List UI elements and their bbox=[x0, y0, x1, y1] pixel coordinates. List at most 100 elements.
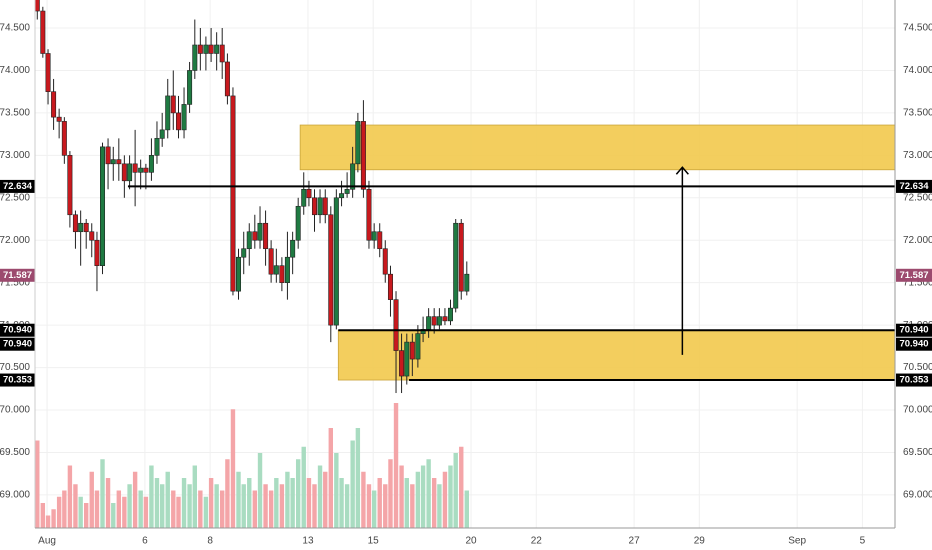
candle-body bbox=[273, 265, 279, 275]
level-label: 70.940 bbox=[3, 339, 32, 350]
level-label: 70.940 bbox=[899, 339, 928, 350]
candle-body bbox=[61, 121, 67, 156]
candle-body bbox=[387, 273, 393, 300]
candle-body bbox=[404, 341, 410, 377]
candle-body bbox=[366, 188, 372, 241]
volume-bar bbox=[45, 515, 51, 528]
volume-bar bbox=[426, 459, 431, 528]
volume-bar bbox=[366, 484, 372, 528]
y-tick-label: 73.000 bbox=[0, 150, 30, 161]
candle-body bbox=[344, 188, 350, 194]
volume-bar bbox=[154, 478, 160, 528]
volume-bar bbox=[132, 471, 138, 528]
level-label: 70.940 bbox=[899, 325, 928, 336]
volume-bar bbox=[328, 428, 333, 528]
candle-body bbox=[72, 214, 78, 233]
volume-bar bbox=[459, 446, 464, 528]
candle-body bbox=[187, 70, 193, 105]
volume-bar bbox=[208, 478, 214, 528]
volume-bar bbox=[442, 471, 448, 528]
candle-body bbox=[371, 231, 377, 241]
volume-bar bbox=[192, 465, 198, 528]
y-tick-label: 70.500 bbox=[903, 362, 932, 373]
x-tick-label: 20 bbox=[465, 536, 477, 547]
volume-bar bbox=[399, 465, 404, 528]
volume-bar bbox=[323, 471, 328, 528]
volume-bar bbox=[143, 496, 149, 528]
x-tick-label: 27 bbox=[629, 536, 641, 547]
volume-bar bbox=[78, 496, 83, 528]
candle-body bbox=[67, 155, 73, 216]
candle-body bbox=[426, 316, 432, 330]
volume-bar bbox=[219, 490, 225, 528]
level-label: 70.940 bbox=[3, 325, 32, 336]
level-label-bg bbox=[0, 179, 35, 193]
volume-bar bbox=[171, 490, 176, 528]
y-tick-label: 70.000 bbox=[0, 405, 30, 416]
volume-bar bbox=[89, 471, 94, 528]
volume-bar bbox=[230, 409, 236, 528]
y-tick-label: 71.500 bbox=[0, 277, 30, 288]
volume-bar bbox=[263, 484, 268, 528]
x-tick-label: 13 bbox=[302, 536, 314, 547]
candle-body bbox=[175, 112, 181, 131]
y-tick-label: 70.500 bbox=[0, 362, 30, 373]
candle-body bbox=[45, 53, 51, 92]
candle-body bbox=[415, 333, 421, 360]
candle-body bbox=[230, 95, 236, 292]
candle-body bbox=[263, 222, 269, 250]
volume-bar bbox=[187, 484, 192, 528]
volume-bar bbox=[198, 490, 203, 528]
volume-bar bbox=[371, 490, 377, 528]
y-tick-label: 74.000 bbox=[0, 65, 30, 76]
candle-body bbox=[83, 222, 89, 233]
candle-body bbox=[214, 44, 220, 54]
candle-body bbox=[197, 44, 203, 54]
candle-body bbox=[94, 239, 100, 266]
volume-bar bbox=[122, 496, 127, 528]
level-label-bg bbox=[0, 373, 35, 387]
y-tick-label: 73.000 bbox=[903, 150, 932, 161]
candle-body bbox=[442, 316, 448, 322]
candle-body bbox=[360, 121, 366, 190]
volume-bar bbox=[149, 465, 154, 528]
volume-bar bbox=[317, 465, 323, 528]
candle-body bbox=[143, 167, 149, 173]
candle-body bbox=[110, 159, 116, 165]
y-tick-label: 71.500 bbox=[903, 277, 932, 288]
volume-bar bbox=[290, 478, 295, 528]
x-tick-label: Sep bbox=[788, 536, 806, 547]
volume-bar bbox=[415, 471, 421, 528]
candle-body bbox=[192, 44, 198, 71]
x-tick-label: 22 bbox=[531, 536, 543, 547]
y-tick-label: 72.500 bbox=[0, 192, 30, 203]
candle-body bbox=[355, 121, 361, 165]
candle-body bbox=[268, 248, 274, 275]
volume-bar bbox=[257, 453, 263, 528]
volume-bar bbox=[73, 484, 78, 528]
y-tick-label: 69.500 bbox=[903, 447, 932, 458]
x-tick-label: 6 bbox=[142, 536, 148, 547]
candle-body bbox=[306, 188, 312, 199]
candle-body bbox=[100, 146, 106, 266]
level-label-bg bbox=[896, 323, 932, 337]
x-tick-label: 5 bbox=[860, 536, 866, 547]
volume-bar bbox=[285, 471, 290, 528]
volume-bar bbox=[344, 484, 350, 528]
volume-bar bbox=[339, 478, 344, 528]
y-tick-label: 72.000 bbox=[0, 235, 30, 246]
level-label-bg bbox=[0, 268, 35, 282]
candle-body bbox=[121, 163, 127, 182]
level-label-bg bbox=[896, 373, 932, 387]
candle-body bbox=[436, 316, 442, 326]
candle-body bbox=[165, 95, 171, 131]
level-label: 70.353 bbox=[3, 375, 32, 386]
volume-bar bbox=[116, 490, 122, 528]
candle-body bbox=[252, 231, 258, 241]
y-tick-label: 74.500 bbox=[0, 23, 30, 34]
y-tick-label: 72.000 bbox=[903, 235, 932, 246]
volume-bar bbox=[334, 453, 339, 528]
level-label: 71.587 bbox=[899, 270, 928, 281]
candle-body bbox=[241, 248, 247, 258]
volume-bar bbox=[295, 459, 301, 528]
